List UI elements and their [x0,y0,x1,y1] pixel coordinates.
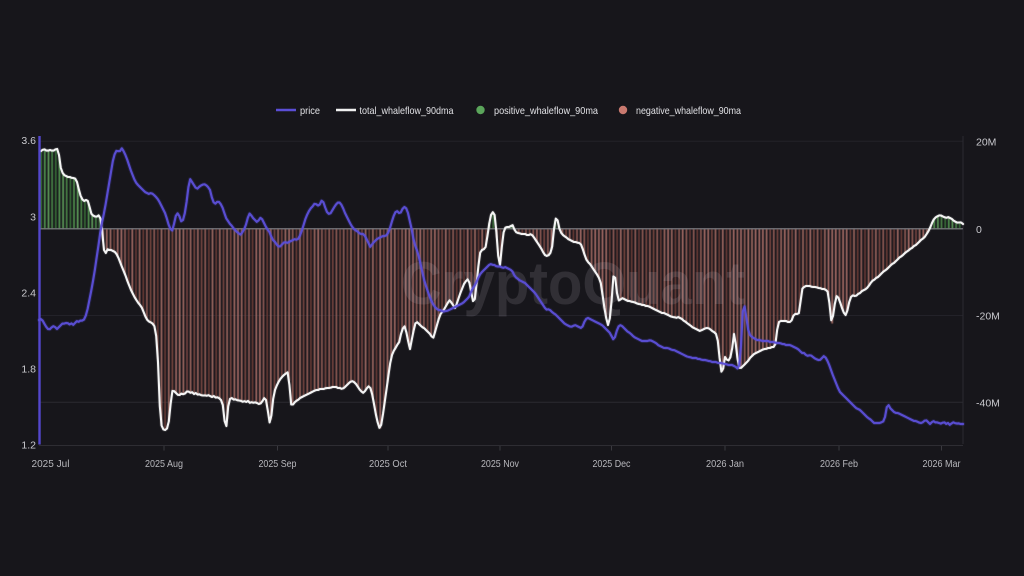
svg-text:2026 Feb: 2026 Feb [820,458,858,470]
svg-text:3.6: 3.6 [21,135,36,147]
svg-text:negative_whaleflow_90ma: negative_whaleflow_90ma [636,105,741,117]
svg-text:2025 Nov: 2025 Nov [481,458,520,470]
svg-text:2025 Oct: 2025 Oct [369,458,407,470]
svg-text:-20M: -20M [976,311,1000,323]
svg-text:1.2: 1.2 [21,439,36,451]
svg-text:2025 Jul: 2025 Jul [32,458,70,470]
svg-text:2.4: 2.4 [21,287,36,299]
svg-text:2026 Mar: 2026 Mar [923,458,961,470]
svg-text:2025 Dec: 2025 Dec [593,458,631,470]
svg-text:3: 3 [30,211,36,223]
svg-text:2025 Aug: 2025 Aug [145,458,183,470]
svg-text:positive_whaleflow_90ma: positive_whaleflow_90ma [494,105,598,117]
svg-text:2026 Jan: 2026 Jan [706,458,744,470]
svg-text:0: 0 [976,224,982,236]
svg-text:-40M: -40M [976,397,1000,409]
svg-text:total_whaleflow_90dma: total_whaleflow_90dma [360,105,454,117]
svg-text:price: price [300,105,320,117]
svg-text:20M: 20M [976,136,996,148]
svg-text:2025 Sep: 2025 Sep [259,458,297,470]
svg-text:1.8: 1.8 [21,363,36,375]
